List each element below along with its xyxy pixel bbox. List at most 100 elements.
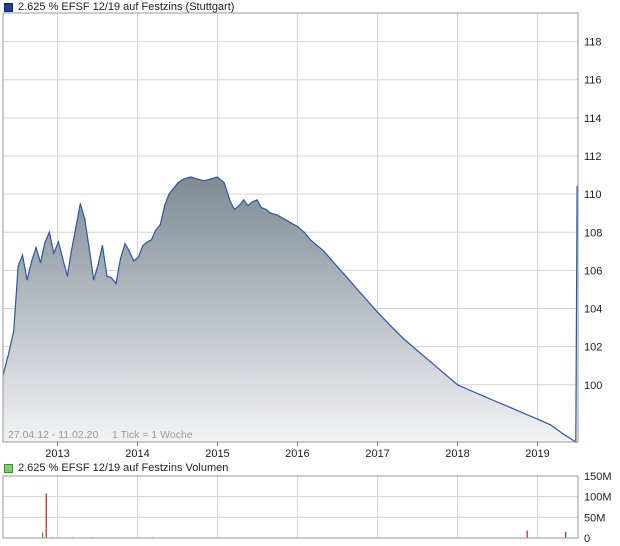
volume-grid [3, 475, 578, 539]
price-data-point [265, 208, 267, 210]
price-data-point [124, 243, 126, 245]
volume-plot-border [2, 475, 579, 539]
price-data-point [216, 176, 218, 178]
price-y-tick-label: 108 [584, 227, 602, 239]
volume-y-tick-label: 100M [584, 492, 612, 504]
price-y-ticks: 100 102 104 106 108 110 112 114 116 118 [584, 37, 602, 392]
price-data-point [256, 199, 258, 201]
volume-legend-swatch [4, 463, 13, 473]
price-data-point [210, 178, 212, 180]
price-y-tick-label: 112 [584, 151, 602, 163]
price-data-point [177, 182, 179, 184]
price-data-point [88, 246, 90, 249]
price-data-point [316, 245, 318, 247]
price-data-point [203, 180, 205, 182]
price-data-point [229, 201, 231, 203]
price-data-point [31, 260, 33, 262]
price-data-point [39, 262, 42, 264]
volume-legend: 2.625 % EFSF 12/19 auf Festzins Volumen [4, 461, 228, 475]
price-data-point [469, 389, 471, 392]
price-data-point [155, 229, 157, 231]
price-data-point [443, 372, 445, 374]
price-x-tick-label: 2014 [125, 448, 149, 460]
price-data-point [106, 275, 108, 277]
price-data-point [270, 212, 272, 214]
price-data-point [549, 424, 552, 426]
price-data-point [330, 258, 332, 260]
price-x-tick-label: 2013 [45, 448, 69, 460]
price-data-point [238, 205, 240, 207]
price-x-tick-label: 2016 [285, 448, 309, 460]
price-y-tick-label: 118 [584, 37, 602, 49]
price-legend-label: 2.625 % EFSF 12/19 auf Festzins (Stuttga… [18, 1, 235, 13]
tick-interval-text: 1 Tick = 1 Woche [112, 429, 193, 441]
price-data-point [35, 246, 37, 249]
price-data-point [53, 252, 55, 254]
price-data-point [79, 203, 81, 205]
price-y-tick-label: 102 [584, 342, 602, 354]
price-data-point [290, 222, 292, 224]
price-y-tick-label: 114 [584, 113, 602, 125]
price-data-point [133, 260, 135, 262]
price-data-point [536, 418, 539, 420]
price-data-point [377, 311, 379, 313]
price-data-point [173, 187, 175, 189]
price-data-point [523, 412, 525, 414]
date-range-text: 27.04.12 - 11.02.20 [8, 429, 98, 441]
price-data-point [93, 279, 95, 281]
price-data-point [159, 224, 161, 226]
price-data-point [243, 199, 245, 201]
price-data-point [233, 208, 236, 210]
volume-y-ticks: 0 50M 100M 150M [584, 471, 612, 545]
price-data-point [496, 401, 498, 403]
price-data-point [356, 288, 358, 291]
price-data-point [276, 214, 278, 216]
price-data-point [150, 239, 152, 241]
price-data-point [57, 241, 60, 243]
price-y-tick-label: 116 [584, 75, 602, 87]
price-data-point [7, 355, 9, 357]
price-data-point [510, 407, 512, 409]
price-data-point [97, 264, 99, 266]
price-data-point [13, 330, 15, 332]
price-data-point [251, 201, 254, 203]
price-data-point [370, 304, 372, 306]
price-data-point [416, 349, 418, 352]
price-data-point [323, 250, 325, 252]
price-data-point [247, 205, 249, 207]
price-data-point [137, 256, 139, 258]
price-data-point [21, 254, 24, 256]
price-data-point [111, 277, 113, 279]
price-data-point [115, 283, 117, 285]
price-data-point [283, 218, 285, 220]
volume-y-tick-label: 50M [584, 512, 605, 524]
price-data-point [196, 178, 198, 180]
price-data-point [119, 258, 121, 260]
price-data-point [563, 433, 565, 435]
volume-y-tick-label: 150M [584, 471, 612, 483]
price-data-point [336, 266, 338, 268]
price-data-point [26, 279, 28, 281]
price-data-point [303, 231, 305, 233]
price-data-point [363, 296, 365, 298]
price-x-ticks: 2013 2014 2015 2016 2017 2018 2019 [45, 442, 550, 460]
volume-y-tick-label: 0 [584, 533, 590, 545]
price-data-point [456, 384, 459, 386]
price-data-point [296, 225, 298, 228]
price-frame [2, 12, 579, 443]
price-data-point [48, 231, 51, 233]
price-data-point [168, 193, 170, 195]
price-data-point [142, 245, 144, 247]
price-data-point [260, 206, 262, 209]
price-data-point [483, 395, 485, 397]
price-data-point [430, 361, 432, 363]
price-data-point [389, 325, 392, 327]
price-x-tick-label: 2017 [365, 448, 389, 460]
price-data-point [350, 281, 352, 283]
price-data-point [75, 227, 77, 230]
price-data-point [575, 307, 578, 310]
price-y-tick-label: 104 [584, 304, 602, 316]
volume-frame [2, 475, 579, 539]
price-data-point [164, 205, 166, 207]
price-data-point [576, 185, 578, 188]
